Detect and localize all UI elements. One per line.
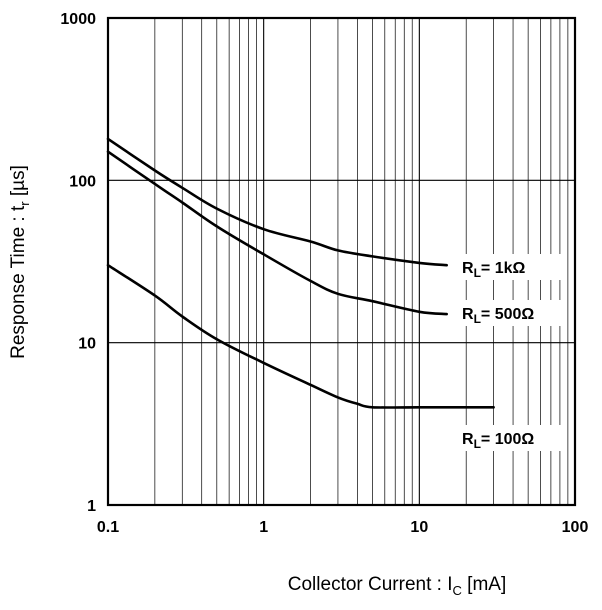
y-tick-label: 1000 bbox=[60, 11, 96, 28]
series-line bbox=[106, 137, 448, 267]
series-line bbox=[106, 150, 448, 316]
x-tick-label: 1 bbox=[259, 519, 268, 536]
y-tick-label: 1 bbox=[87, 498, 96, 515]
series-label-background bbox=[458, 254, 562, 280]
series-label: RL= 1kΩ bbox=[462, 260, 525, 280]
x-tick-label: 100 bbox=[562, 519, 589, 536]
series-line bbox=[106, 263, 495, 409]
series-label-background bbox=[458, 425, 562, 451]
y-tick-label: 10 bbox=[78, 336, 96, 353]
series-labels: RL= 1kΩ RL= 500Ω RL= 100Ω bbox=[458, 254, 562, 451]
y-axis-title: Response Time : tr [µs] bbox=[8, 165, 32, 359]
series-label: RL= 100Ω bbox=[462, 431, 534, 451]
x-axis-title: Collector Current : IC [mA] bbox=[288, 574, 506, 598]
series-label-background bbox=[458, 300, 562, 326]
x-tick-label: 0.1 bbox=[97, 519, 119, 536]
series-lines bbox=[106, 137, 495, 409]
x-tick-label: 10 bbox=[410, 519, 428, 536]
plot-frame bbox=[106, 16, 577, 507]
series-label: RL= 500Ω bbox=[462, 306, 534, 326]
y-tick-label: 100 bbox=[69, 173, 96, 190]
